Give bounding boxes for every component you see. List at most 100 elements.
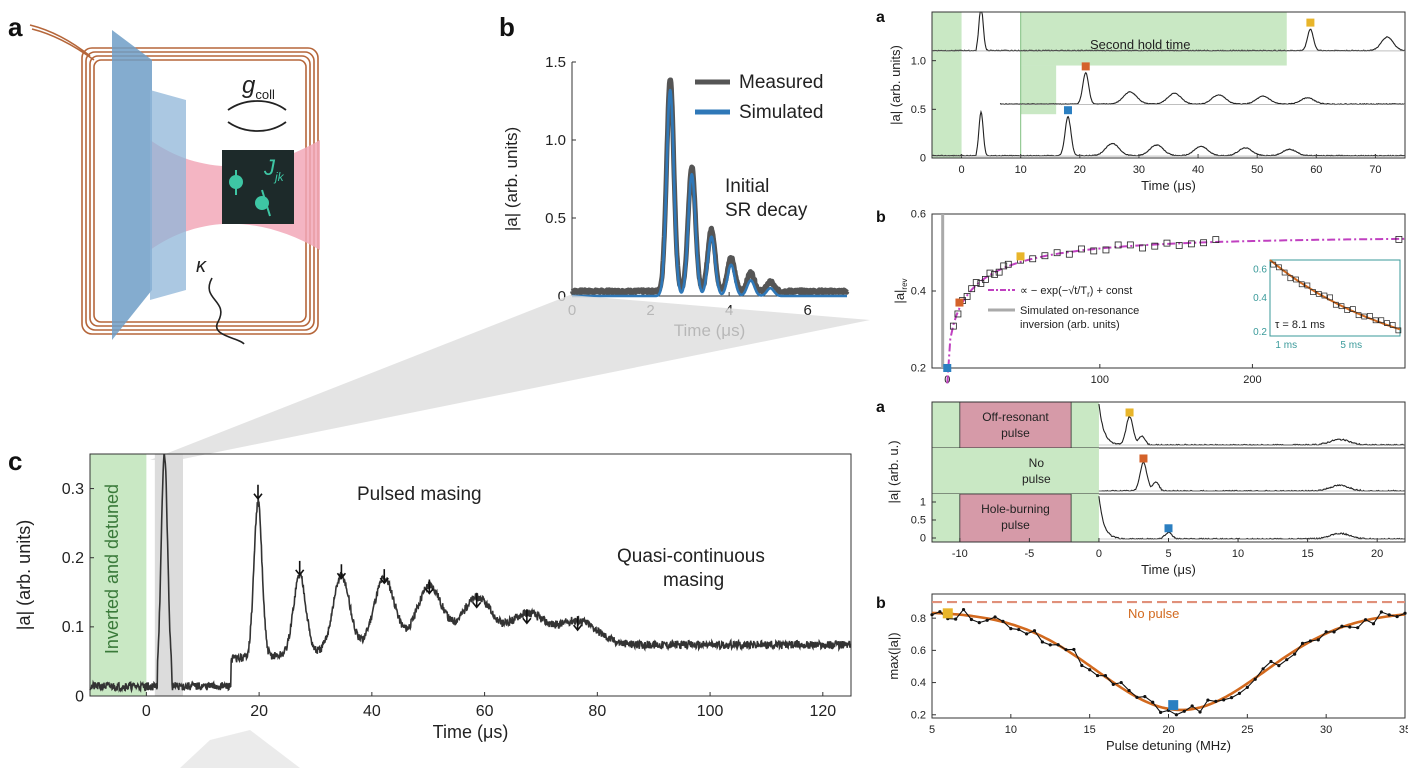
right-bottom-panel-b: b 5 10 15 20 25 30 35 0.2 0.4 0.6 0.8 Pulse detunin… [876, 593, 1408, 753]
data-point [1000, 262, 1008, 270]
data-point [1143, 695, 1147, 699]
x-tick-label: 100 [1091, 374, 1109, 385]
data-point [1293, 652, 1297, 656]
peak-arrow [572, 616, 583, 632]
x-tick-label: 0 [959, 164, 965, 176]
data-point [993, 615, 997, 619]
region-label: Inverted and detuned [102, 484, 122, 654]
x-tick-label: 6 [804, 302, 812, 319]
echo-trace [932, 109, 1405, 157]
echo-trace [931, 11, 1405, 52]
echo-marker [1063, 106, 1072, 115]
panel-letter: b [876, 209, 886, 226]
inset-point [1395, 327, 1402, 334]
y-tick-label: 0.6 [911, 645, 926, 657]
x-tick-label: 20 [1371, 548, 1383, 560]
masing-trace [89, 453, 852, 694]
pulse-box [959, 401, 1072, 449]
pulse-box [959, 493, 1072, 543]
x-tick-label: 40 [1192, 164, 1204, 176]
annotation-initial: Initial [725, 176, 769, 197]
data-point [1356, 626, 1360, 630]
decay-arrow-icon [208, 277, 245, 345]
inset-point [1361, 313, 1368, 320]
hold-region-2 [1020, 65, 1057, 115]
inset-point [1344, 307, 1351, 313]
x-axis-label: Time (μs) [1141, 178, 1196, 193]
pulse-label: No [1029, 456, 1045, 470]
x-axis-label: Time (μs) [1141, 562, 1196, 577]
inset-point [1276, 264, 1282, 271]
data-point [1135, 695, 1139, 699]
x-tick-label: 120 [809, 703, 836, 720]
x-tick-label: 60 [476, 703, 494, 720]
data-point [1395, 614, 1399, 619]
legend-label: Simulated on-resonance [1020, 305, 1139, 317]
x-tick-label: -5 [1024, 548, 1034, 560]
axes-frame [89, 453, 852, 697]
inset-y-tick: 0.4 [1253, 293, 1267, 304]
data-point [1363, 618, 1368, 622]
data-point [1048, 643, 1052, 647]
data-point [1237, 691, 1242, 695]
inset-point [1315, 290, 1322, 297]
panel-letter: a [876, 399, 885, 416]
x-tick-label: 0 [142, 703, 151, 720]
coupling-arrows-icon [227, 100, 287, 132]
x-tick-label: 15 [1084, 724, 1096, 736]
y-tick-label: 0.2 [62, 550, 84, 567]
x-tick-label: 5 [1165, 548, 1171, 560]
data-point [1001, 619, 1005, 623]
data-point [1151, 242, 1159, 250]
y-tick-label: 0.6 [911, 209, 926, 221]
y-tick-label: 0 [75, 688, 84, 705]
data-point [1103, 674, 1108, 678]
data-point [1053, 249, 1061, 257]
y-tick-label: 0.4 [911, 286, 926, 298]
data-point [1222, 698, 1226, 702]
panel-letter: b [876, 595, 886, 612]
annotation-masing: masing [663, 570, 724, 591]
data-point [1253, 677, 1257, 681]
data-point [1017, 627, 1021, 632]
inset-y-tick: 0.2 [1253, 327, 1267, 338]
data-point [1198, 710, 1202, 714]
y-tick-label: 0.2 [911, 363, 926, 375]
y-tick-label: 0.5 [911, 515, 926, 527]
inset-point [1350, 306, 1356, 312]
highlight-marker [1016, 252, 1025, 261]
inset-point [1372, 317, 1379, 324]
data-point [1175, 242, 1183, 249]
data-point [963, 293, 971, 300]
region-label-second-hold: Second hold time [1090, 37, 1190, 52]
data-point [1127, 688, 1131, 693]
y-tick-label: 0.2 [911, 709, 926, 721]
left-panel-c: c Inverted and detuned 0 20 40 60 80 100 120 0 0.… [8, 446, 852, 742]
x-tick-label: 10 [1232, 548, 1244, 560]
right-bottom-panel-a: a Off-resonant pulse No pulse Hole-burning pu… [876, 399, 1406, 577]
peak-arrow [424, 579, 434, 595]
data-point [1159, 710, 1163, 714]
right-top-panel-a: a 0 10 20 30 40 50 60 70 0 0.5 1.0 Time (μs) |a| (ar… [876, 9, 1406, 193]
data-point [1078, 245, 1085, 253]
y-axis-label: |a| (arb. units) [502, 127, 521, 231]
left-panel-b: b 024600.51.01.5Time (μs)|a| (arb. units… [499, 12, 850, 340]
y-tick-label: 0.4 [911, 677, 926, 689]
data-point [1200, 239, 1207, 247]
data-point [1387, 613, 1391, 617]
y-tick-label: 1 [920, 497, 926, 509]
data-point [930, 613, 934, 617]
legend-label: inversion (arb. units) [1020, 319, 1120, 331]
data-point [1163, 239, 1171, 247]
data-point [1285, 658, 1289, 662]
data-point [1072, 647, 1076, 652]
y-tick-label: 0.1 [62, 619, 84, 636]
data-point [1139, 244, 1146, 252]
data-point [1114, 241, 1122, 249]
ref-label: No pulse [1128, 606, 1179, 621]
inverted-region [90, 454, 147, 696]
data-point [1126, 241, 1134, 249]
y-axis-label: |a| (arb. units) [14, 520, 34, 630]
data-point [1229, 696, 1234, 700]
